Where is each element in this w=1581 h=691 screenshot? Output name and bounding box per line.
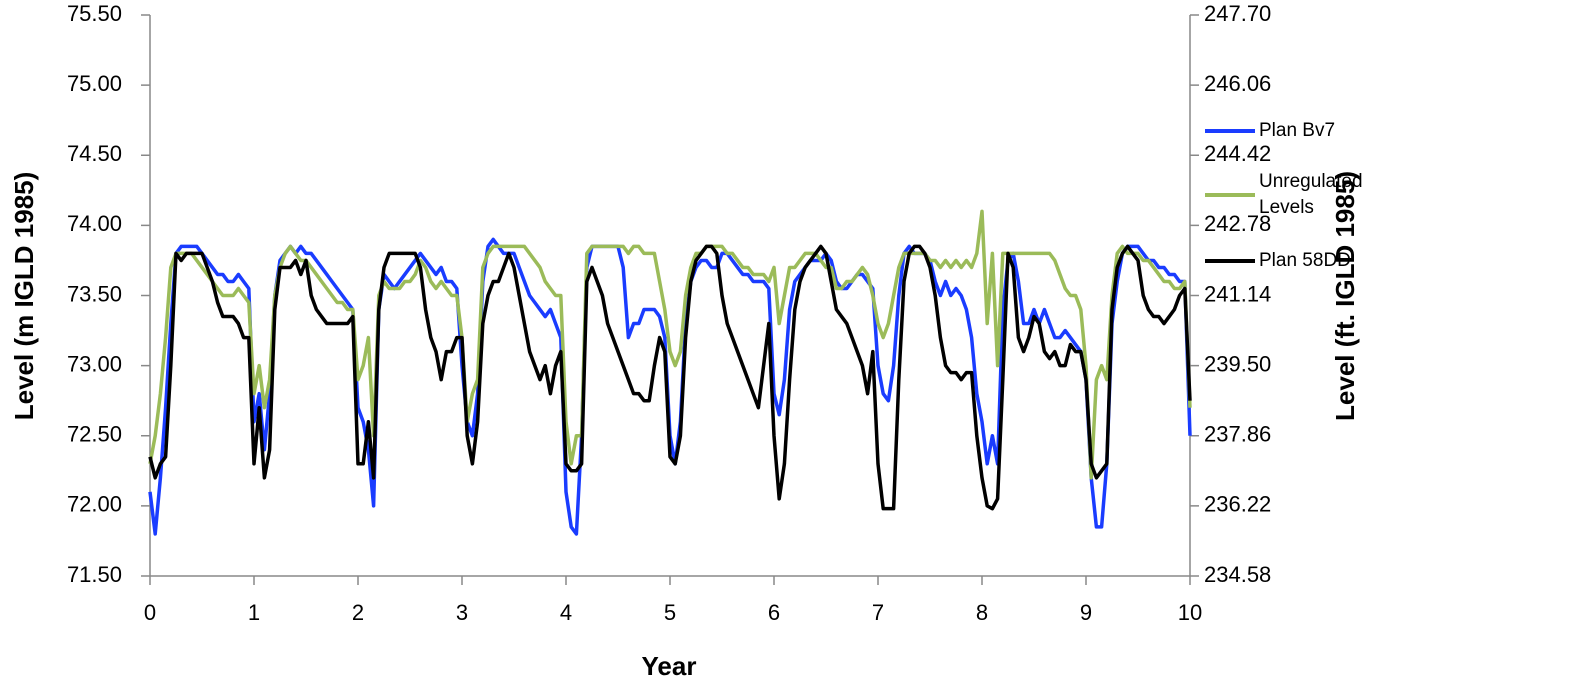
x-tick-label: 7	[872, 600, 884, 625]
y-tick-label: 72.00	[67, 492, 122, 517]
x-tick-label: 2	[352, 600, 364, 625]
x-tick-label: 4	[560, 600, 572, 625]
y2-tick-label: 236.22	[1204, 492, 1271, 517]
legend-item: Unregulated Levels	[1205, 169, 1369, 221]
y-tick-label: 72.50	[67, 422, 122, 447]
y-tick-label: 74.50	[67, 141, 122, 166]
x-tick-label: 3	[456, 600, 468, 625]
y2-tick-label: 244.42	[1204, 141, 1271, 166]
legend-label: Unregulated Levels	[1259, 171, 1363, 218]
y2-tick-label: 246.06	[1204, 71, 1271, 96]
legend-item: Plan 58DD	[1205, 248, 1369, 274]
x-tick-label: 9	[1080, 600, 1092, 625]
y-tick-label: 75.50	[67, 1, 122, 26]
y2-tick-label: 234.58	[1204, 562, 1271, 587]
y-tick-label: 71.50	[67, 562, 122, 587]
legend-swatch	[1205, 193, 1255, 197]
x-tick-label: 0	[144, 600, 156, 625]
y2-tick-label: 242.78	[1204, 211, 1271, 236]
y-axis-title: Level (m IGLD 1985)	[9, 172, 39, 421]
legend-item: Plan Bv7	[1205, 118, 1369, 144]
y2-tick-label: 241.14	[1204, 281, 1271, 306]
y-tick-label: 74.00	[67, 211, 122, 236]
series-line	[148, 244, 1192, 511]
y2-tick-label: 247.70	[1204, 1, 1271, 26]
y2-tick-label: 239.50	[1204, 351, 1271, 376]
y2-axis-title: Level (ft. IGLD 1985)	[1330, 171, 1360, 421]
x-tick-label: 6	[768, 600, 780, 625]
y-tick-label: 73.00	[67, 351, 122, 376]
legend-label: Plan 58DD	[1259, 250, 1351, 271]
legend-label: Plan Bv7	[1259, 120, 1336, 141]
x-tick-label: 5	[664, 600, 676, 625]
series-line	[148, 209, 1192, 480]
x-axis-title: Year	[642, 651, 697, 681]
legend-swatch	[1205, 129, 1255, 133]
y-tick-label: 75.00	[67, 71, 122, 96]
series-line	[148, 237, 1192, 536]
x-tick-label: 8	[976, 600, 988, 625]
x-tick-label: 1	[248, 600, 260, 625]
legend-swatch	[1205, 259, 1255, 263]
y2-tick-label: 237.86	[1204, 422, 1271, 447]
x-tick-label: 10	[1178, 600, 1202, 625]
y-tick-label: 73.50	[67, 281, 122, 306]
